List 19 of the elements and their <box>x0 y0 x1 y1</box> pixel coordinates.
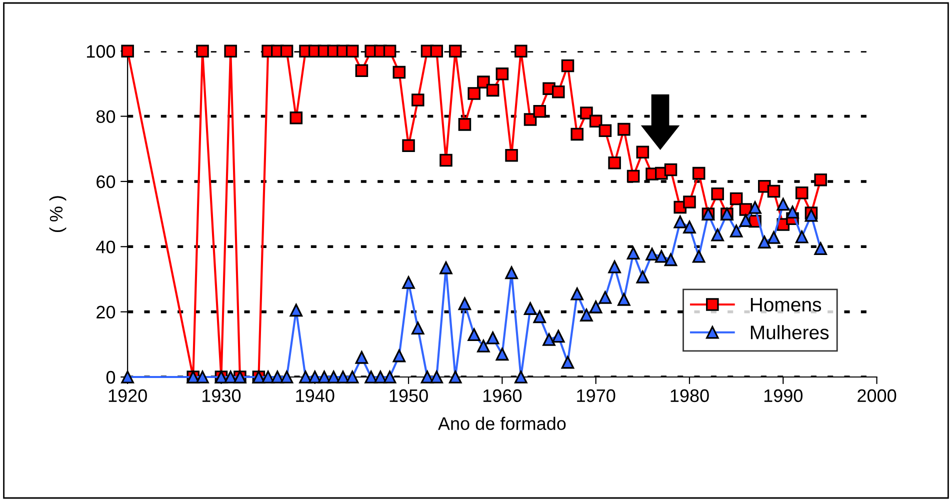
x-tick-label: 1990 <box>764 389 803 402</box>
y-tick-label: 80 <box>96 110 116 123</box>
x-tick-label: 1980 <box>670 389 709 402</box>
y-tick-label: 0 <box>106 370 116 384</box>
x-tick-label: 1950 <box>390 389 428 402</box>
x-tick-label: 1940 <box>296 389 334 402</box>
y-tick-label: 60 <box>96 175 116 188</box>
legend-label: Homens <box>750 298 822 312</box>
y-tick-label: 100 <box>87 45 116 58</box>
x-tick-label: 1970 <box>577 389 616 402</box>
x-tick-label: 1930 <box>202 389 241 402</box>
x-tick-label: 1920 <box>108 389 147 402</box>
x-tick-label: 1960 <box>483 389 522 402</box>
x-tick-label: 2000 <box>858 389 896 402</box>
legend-label: Mulheres <box>750 325 829 340</box>
y-axis-title: ( % ) <box>49 196 66 232</box>
y-tick-label: 20 <box>96 306 116 319</box>
y-tick-label: 40 <box>96 240 116 254</box>
x-axis-title: Ano de formado <box>438 416 566 430</box>
